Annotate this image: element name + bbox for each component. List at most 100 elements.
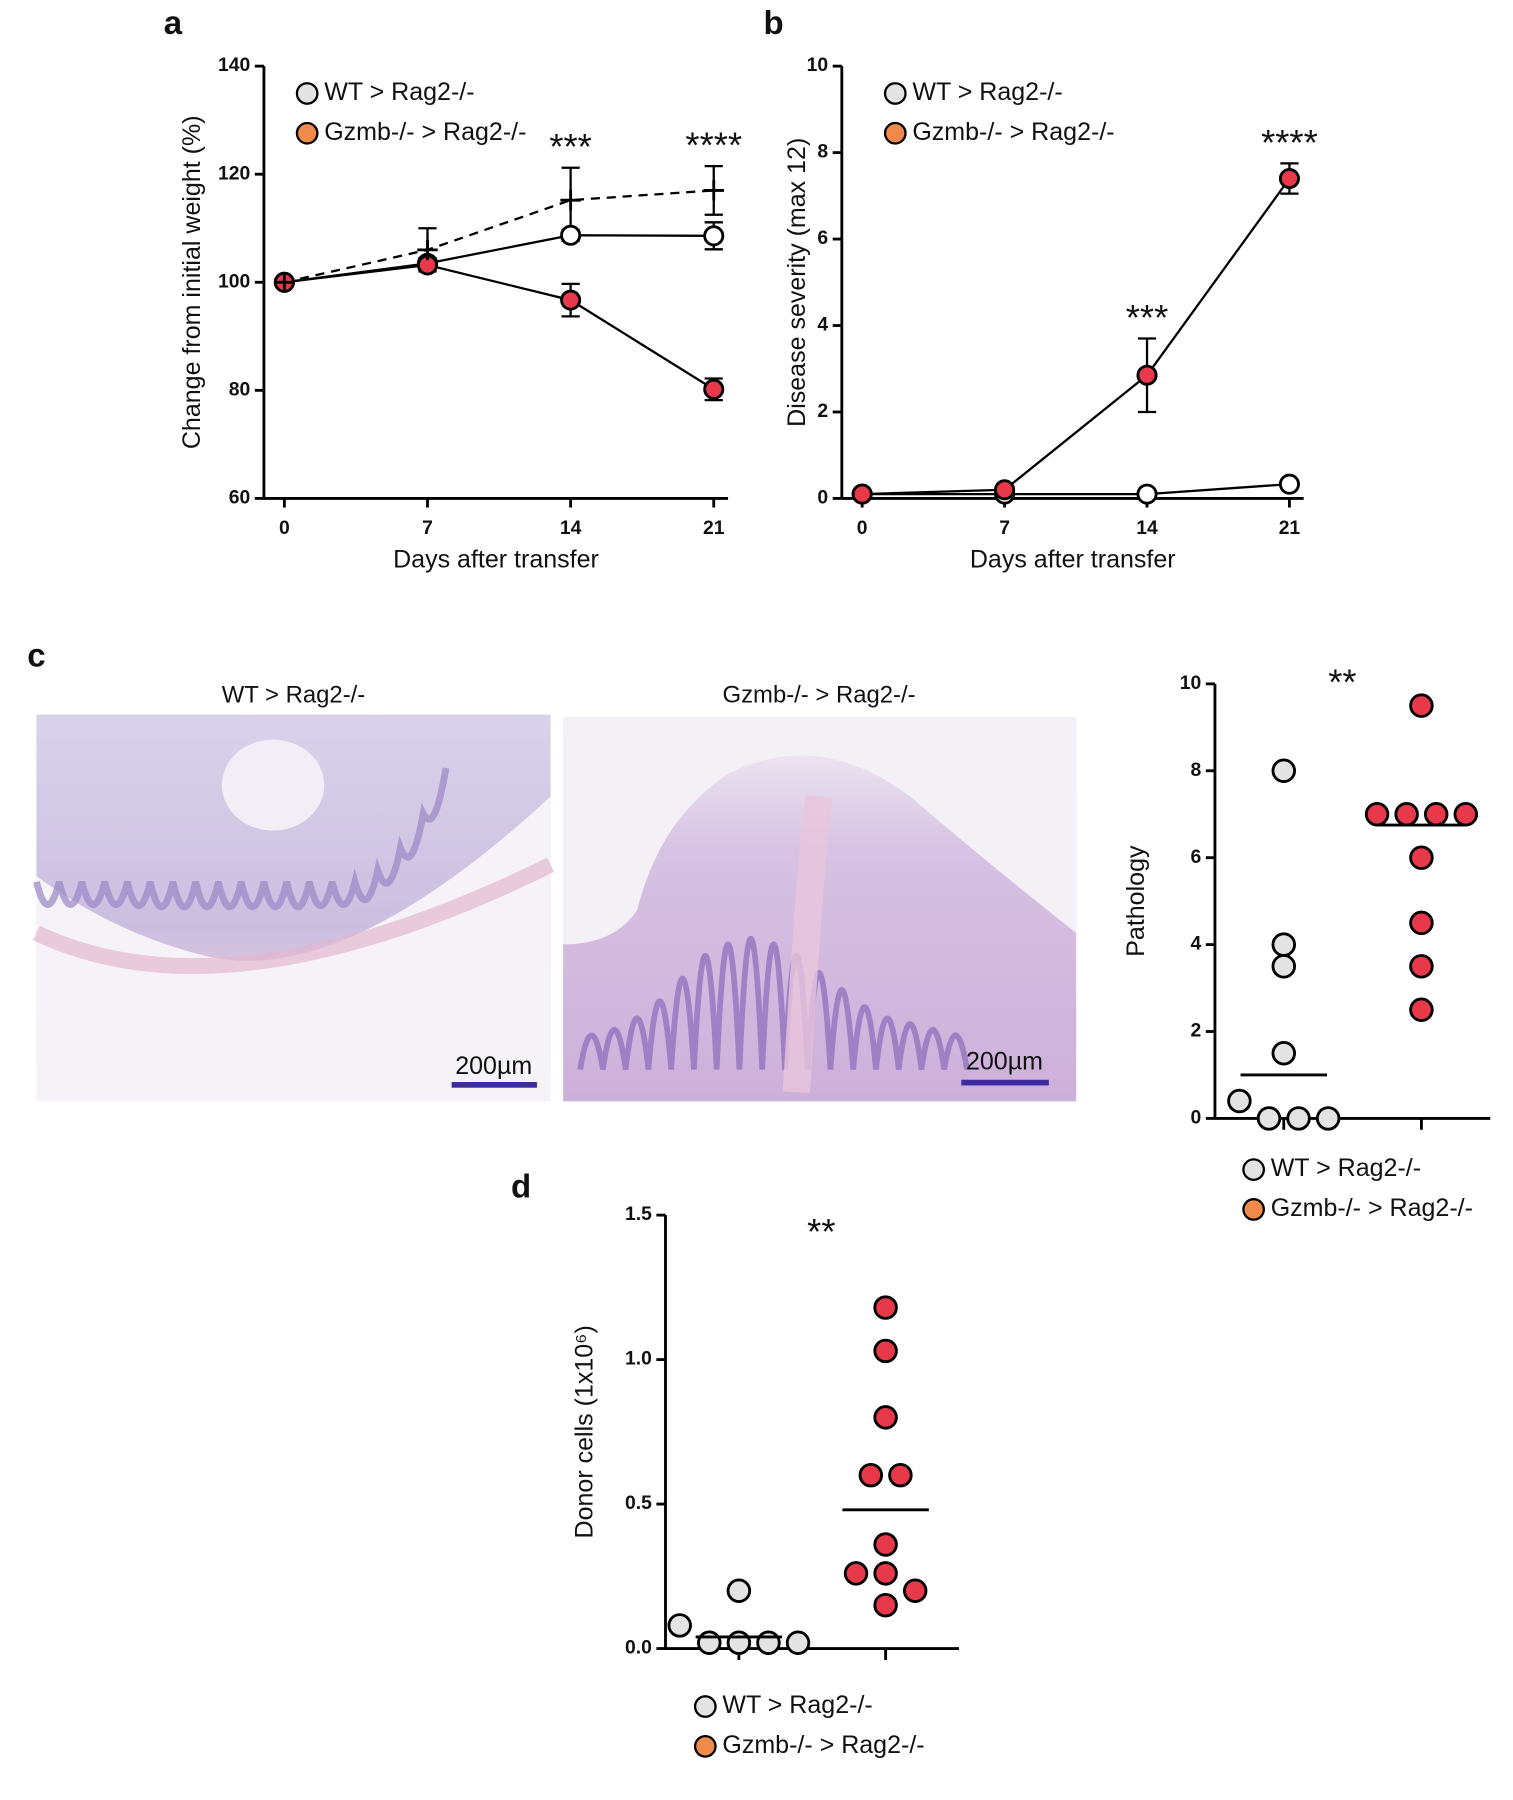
data-point: [1409, 845, 1434, 870]
x-tick-label: 7: [999, 518, 1010, 539]
data-point: [1409, 693, 1434, 718]
image-caption: Gzmb-/- > Rag2-/-: [723, 682, 916, 709]
legend-label: WT > Rag2-/-: [1271, 1154, 1421, 1182]
data-point: [667, 1613, 692, 1638]
data-point: [1271, 1041, 1297, 1066]
y-tick-label: 0: [817, 488, 828, 509]
data-point: [1453, 801, 1479, 827]
x-axis-label: Days after transfer: [970, 546, 1176, 574]
y-tick-label: 6: [1191, 847, 1202, 868]
data-point: [858, 1462, 884, 1488]
data-point: [785, 1630, 811, 1655]
legend-label: Gzmb-/- > Rag2-/-: [324, 118, 526, 146]
legend-marker: [883, 82, 907, 105]
legend-marker: [693, 1695, 717, 1718]
legend-label: WT > Rag2-/-: [722, 1691, 872, 1719]
data-point: [697, 1630, 722, 1655]
panel-label: a: [164, 4, 183, 41]
data-point: [1271, 932, 1297, 957]
data-point: [902, 1578, 928, 1603]
y-tick-label: 2: [817, 401, 828, 422]
legend-marker: [1242, 1158, 1266, 1181]
series-line: [284, 189, 714, 284]
marker: [703, 378, 725, 400]
legend-label: Gzmb-/- > Rag2-/-: [1271, 1194, 1473, 1222]
data-point: [1271, 954, 1297, 979]
y-tick-label: 60: [229, 488, 251, 509]
marker: [1278, 473, 1300, 495]
y-tick-label: 4: [1191, 934, 1202, 955]
marker: [1278, 168, 1300, 190]
data-point: [1409, 997, 1434, 1023]
y-tick-label: 80: [229, 379, 251, 400]
legend-label: Gzmb-/- > Rag2-/-: [722, 1731, 924, 1759]
marker: [417, 239, 438, 261]
legend-marker: [295, 121, 319, 145]
x-axis-label: Days after transfer: [393, 546, 599, 574]
marker: [1136, 483, 1158, 505]
y-tick-label: 10: [1180, 673, 1202, 694]
legend-label: Gzmb-/- > Rag2-/-: [912, 118, 1114, 146]
data-point: [873, 1338, 898, 1364]
marker: [703, 180, 724, 201]
legend-label: WT > Rag2-/-: [912, 78, 1062, 106]
data-point: [888, 1462, 913, 1488]
data-point: [726, 1630, 752, 1655]
y-axis-label: Disease severity (max 12): [783, 138, 811, 427]
y-tick-label: 0.0: [625, 1638, 652, 1659]
x-tick-label: 14: [560, 518, 582, 539]
data-point: [1394, 801, 1419, 827]
scale-bar-label: 200µm: [966, 1047, 1043, 1075]
marker: [274, 272, 295, 293]
y-axis-label: Donor cells (1x10⁶): [570, 1325, 598, 1538]
panel-label: c: [27, 636, 45, 673]
y-tick-label: 120: [218, 163, 250, 184]
x-tick-label: 0: [857, 518, 868, 539]
data-point: [873, 1532, 898, 1557]
histology-image: [32, 714, 555, 1102]
data-point: [873, 1405, 898, 1430]
data-point: [873, 1561, 898, 1586]
series-line: [284, 263, 715, 391]
significance: ***: [1126, 297, 1168, 338]
y-tick-label: 2: [1191, 1021, 1202, 1042]
image-caption: WT > Rag2-/-: [222, 682, 366, 709]
y-tick-label: 8: [817, 142, 828, 163]
legend-marker: [883, 121, 907, 145]
marker: [994, 479, 1016, 501]
data-point: [1364, 801, 1390, 827]
data-point: [1271, 758, 1297, 783]
y-tick-label: 1.5: [625, 1204, 652, 1225]
panel-label: d: [511, 1168, 531, 1205]
data-point: [1286, 1106, 1311, 1131]
y-axis-label: Change from initial weight (%): [178, 115, 206, 449]
x-tick-label: 21: [1279, 518, 1301, 539]
y-tick-label: 10: [807, 55, 829, 76]
data-point: [1227, 1088, 1252, 1114]
panel-label: b: [763, 4, 783, 41]
data-point: [843, 1561, 869, 1586]
data-point: [873, 1295, 898, 1320]
x-tick-label: 7: [422, 518, 433, 539]
y-tick-label: 0: [1191, 1108, 1202, 1129]
data-point: [1409, 954, 1434, 979]
legend-label: WT > Rag2-/-: [324, 78, 474, 106]
data-point: [1315, 1106, 1341, 1131]
y-tick-label: 8: [1191, 760, 1202, 781]
legend-marker: [1242, 1198, 1266, 1221]
y-tick-label: 6: [817, 228, 828, 249]
data-point: [1423, 801, 1449, 827]
data-point: [756, 1630, 781, 1655]
significance: ***: [549, 126, 591, 167]
marker: [851, 483, 873, 505]
significance: ****: [1261, 122, 1318, 163]
y-tick-label: 4: [817, 315, 828, 336]
scale-bar-label: 200µm: [455, 1052, 532, 1080]
data-point: [726, 1578, 752, 1603]
x-tick-label: 21: [703, 518, 725, 539]
x-tick-label: 14: [1136, 518, 1158, 539]
legend-marker: [295, 82, 319, 105]
y-tick-label: 1.0: [625, 1349, 652, 1370]
y-tick-label: 0.5: [625, 1493, 652, 1514]
